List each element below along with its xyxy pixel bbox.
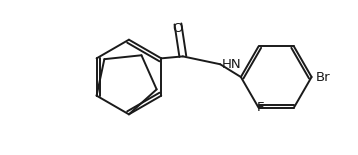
Text: O: O <box>173 22 183 35</box>
Text: HN: HN <box>222 58 242 71</box>
Text: Br: Br <box>315 71 330 84</box>
Text: F: F <box>257 101 264 113</box>
